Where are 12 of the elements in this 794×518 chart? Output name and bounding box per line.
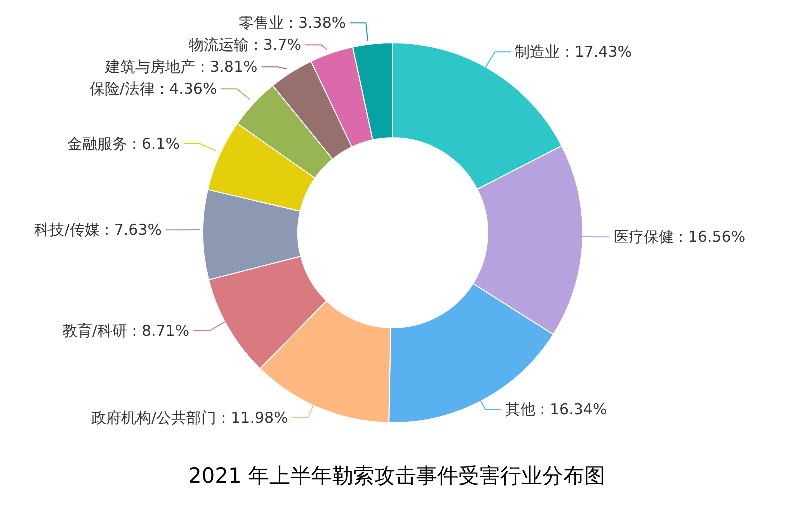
slice-label: 保险/法律 : 4.36% — [90, 80, 218, 98]
slice-label: 制造业 : 17.43% — [515, 43, 632, 62]
slice-label: 教育/科研 : 8.71% — [62, 322, 190, 340]
slice-label: 科技/传媒 : 7.63% — [34, 221, 162, 240]
slice-label: 医疗保健 : 16.56% — [614, 228, 746, 246]
slice-label: 金融服务 : 6.1% — [67, 134, 180, 153]
slice-label: 建筑与房地产 : 3.81% — [104, 58, 258, 76]
slice-label: 物流运输 : 3.7% — [188, 36, 302, 54]
text: 2021 年上半年勒索攻击事件受害行业分布图 — [187, 463, 607, 490]
slice-label: 零售业 : 3.38% — [238, 14, 346, 32]
slice-label: 其他 : 16.34% — [505, 400, 608, 419]
slice-label: 政府机构/公共部门 : 11.98% — [91, 408, 288, 427]
